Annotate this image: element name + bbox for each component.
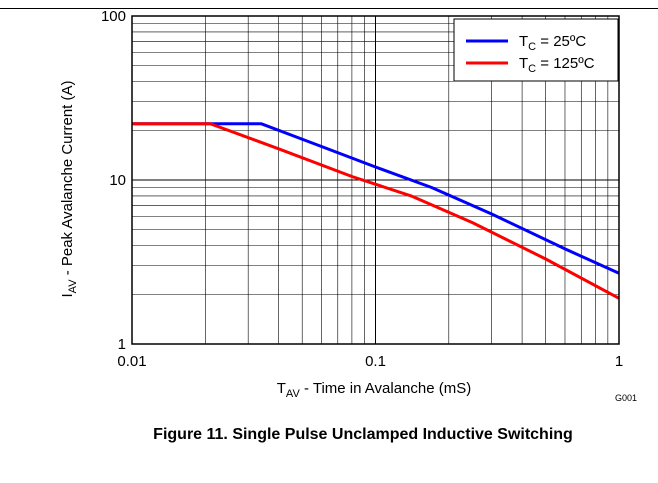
y-tick-label: 1 [118,336,126,353]
x-tick-label: 1 [615,353,623,370]
series-line-0 [132,122,620,275]
x-axis-label-main: T [277,380,286,397]
figure-code: G001 [615,393,637,403]
y-tick-label: 100 [101,8,126,25]
series-lines [132,122,620,300]
y-axis-label: IAV - Peak Avalanche Current (A) [59,80,79,297]
x-tick-label: 0.1 [365,353,386,370]
plot-frame [131,15,620,345]
legend: TC = 25ºC TC = 125ºC [453,18,619,82]
y-axis-label-rest: - Peak Avalanche Current (A) [59,80,76,279]
x-axis-label-sub: AV [286,388,301,400]
x-axis-label-rest: - Time in Avalanche (mS) [300,380,471,397]
y-tick-label: 10 [109,172,126,189]
x-tick-label: 0.01 [117,353,146,370]
y-axis-label-sub: AV [67,279,79,294]
legend-label-25c: TC = 25ºC [519,33,586,53]
figure-caption-text: Figure 11. Single Pulse Unclamped Induct… [153,426,573,443]
figure-caption: Figure 11. Single Pulse Unclamped Induct… [0,426,658,444]
legend-box [453,18,619,82]
x-axis-label: TAV - Time in Avalanche (mS) [277,380,471,400]
y-axis-label-main: I [59,293,76,297]
series-line-1 [132,122,620,300]
top-rule [0,8,658,9]
tick-labels: 0.01 0.1 1 1 10 100 [101,8,623,370]
legend-label-125c: TC = 125ºC [519,55,595,75]
